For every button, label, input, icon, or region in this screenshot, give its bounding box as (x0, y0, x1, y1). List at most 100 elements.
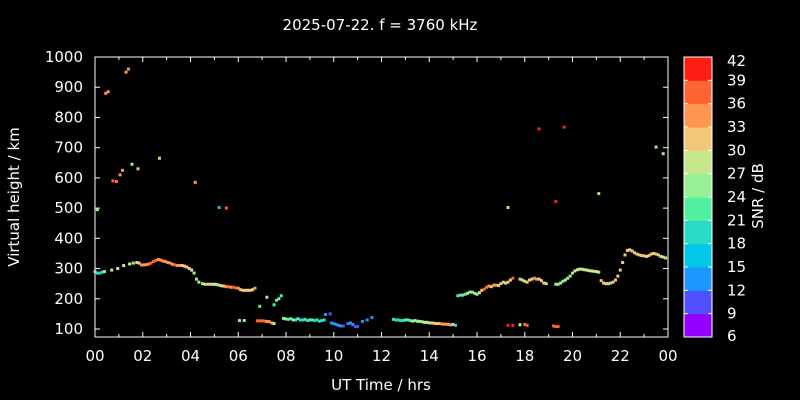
data-point (494, 283, 498, 287)
data-point (341, 324, 345, 328)
data-point (592, 269, 596, 273)
data-point (110, 268, 114, 272)
data-point (461, 293, 465, 297)
data-point (210, 282, 214, 286)
data-point (470, 290, 474, 294)
data-point (205, 282, 209, 286)
data-point (193, 180, 197, 184)
data-point (128, 262, 132, 266)
data-point (475, 292, 479, 296)
data-point (432, 321, 436, 325)
data-point (568, 274, 572, 278)
data-point (98, 271, 102, 275)
data-point (442, 322, 446, 326)
data-point (594, 270, 598, 274)
data-point (265, 319, 269, 323)
data-point (258, 319, 262, 323)
data-point (217, 206, 221, 210)
data-point (353, 325, 357, 329)
colorbar-segment (684, 313, 712, 338)
data-point (563, 278, 567, 282)
colorbar-tick-label: 9 (727, 305, 737, 323)
data-point (224, 285, 228, 289)
data-point (556, 282, 560, 286)
data-point (537, 277, 541, 281)
data-point (661, 255, 665, 259)
data-point (337, 323, 341, 327)
data-point (365, 318, 369, 322)
data-point (161, 259, 165, 263)
data-point (140, 263, 144, 267)
data-point (602, 281, 606, 285)
data-point (525, 323, 529, 327)
data-point (597, 270, 601, 274)
data-point (556, 325, 560, 329)
y-tick-label: 300 (54, 260, 83, 278)
colorbar-segment (684, 197, 712, 221)
data-point (284, 317, 288, 321)
data-point (477, 291, 481, 295)
data-point (590, 269, 594, 273)
data-point (664, 256, 668, 260)
data-point (406, 318, 410, 322)
data-point (171, 262, 175, 266)
data-point (147, 262, 151, 266)
data-point (187, 267, 191, 271)
data-point (294, 318, 298, 322)
data-point (504, 281, 508, 285)
data-point (351, 322, 355, 326)
data-point (511, 323, 515, 327)
data-point (616, 274, 620, 278)
data-point (227, 285, 231, 289)
data-point (328, 312, 332, 316)
data-point (437, 322, 441, 326)
colorbar-tick-label: 12 (727, 281, 746, 299)
data-point (659, 254, 663, 258)
x-tick-label: 10 (324, 347, 343, 365)
data-point (116, 267, 120, 271)
data-point (585, 268, 589, 272)
data-point (212, 282, 216, 286)
x-tick-label: 22 (611, 347, 630, 365)
data-point (485, 285, 489, 289)
data-point (571, 271, 574, 275)
data-point (315, 318, 319, 322)
colorbar-tick-label: 24 (727, 188, 746, 206)
data-point (265, 295, 269, 299)
data-point (183, 264, 187, 268)
data-point (449, 323, 453, 327)
data-point (520, 278, 524, 282)
data-point (332, 322, 336, 326)
data-point (446, 322, 450, 326)
data-point (255, 319, 259, 323)
data-point (135, 261, 139, 265)
data-point (274, 298, 278, 302)
data-point (180, 264, 184, 268)
data-point (597, 192, 601, 196)
data-point (131, 261, 135, 265)
x-tick-label: 12 (372, 347, 391, 365)
data-point (118, 173, 122, 177)
data-point (114, 180, 118, 184)
data-point (606, 282, 610, 286)
data-point (356, 325, 360, 329)
data-point (454, 323, 458, 327)
data-point (418, 319, 422, 323)
data-point (260, 319, 264, 323)
data-point (661, 152, 665, 156)
data-point (192, 271, 196, 275)
data-point (413, 319, 417, 323)
data-point (231, 285, 235, 289)
data-point (178, 264, 182, 268)
data-point (535, 277, 539, 281)
data-point (157, 156, 161, 160)
data-point (348, 321, 352, 325)
data-point (487, 284, 491, 288)
colorbar-tick-label: 15 (727, 258, 746, 276)
colorbar-segment (684, 267, 712, 291)
data-point (154, 258, 158, 262)
data-point (308, 318, 312, 322)
data-point (501, 280, 505, 284)
colorbar-segment (684, 150, 712, 175)
